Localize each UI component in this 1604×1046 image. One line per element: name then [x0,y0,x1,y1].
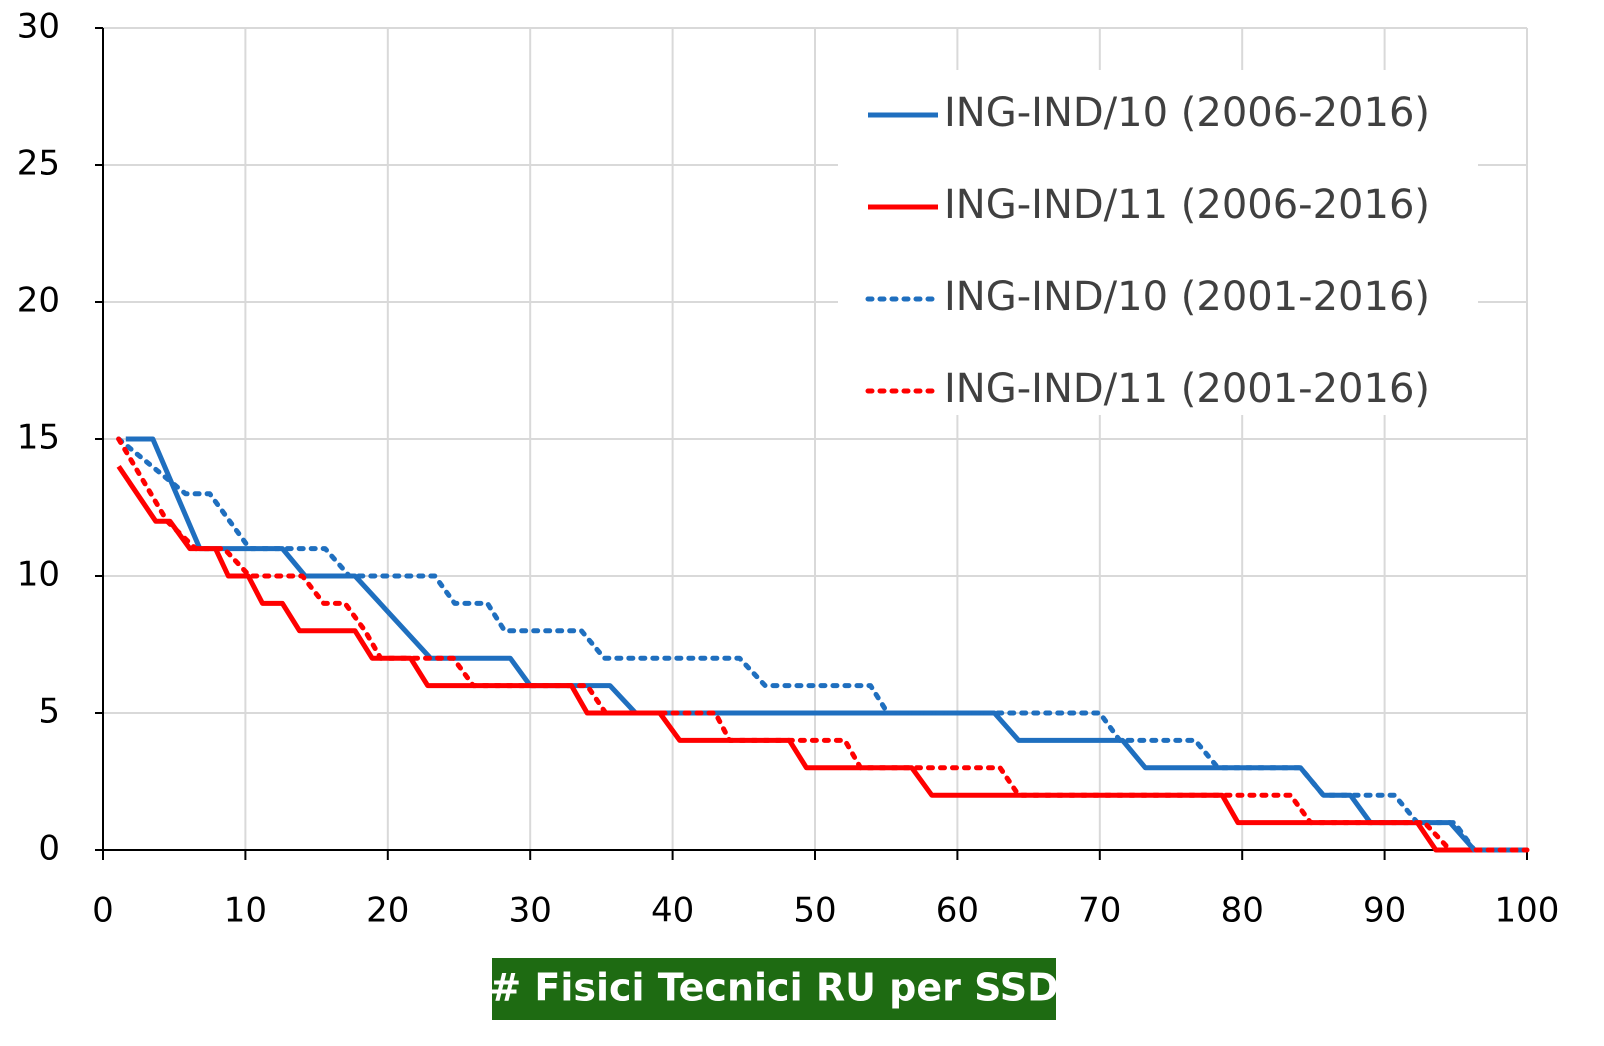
y-tick-label: 25 [17,144,60,184]
x-tick-label: 60 [936,891,979,931]
series-line [125,436,1527,853]
x-tick-label: 90 [1363,891,1406,931]
x-tick-label: 10 [224,891,267,931]
y-tick-label: 0 [38,829,60,869]
x-tick-label: 20 [366,891,409,931]
legend-box [838,70,1478,415]
y-tick-label: 15 [17,418,60,458]
y-tick-label: 10 [17,555,60,595]
y-tick-label: 30 [17,7,60,47]
series-line [116,436,1530,853]
x-tick-label: 40 [651,891,694,931]
series-line [116,465,1527,853]
y-tick-label: 5 [38,692,60,732]
legend-label: ING-IND/10 (2001-2016) [944,274,1430,320]
legend-label: ING-IND/11 (2001-2016) [944,366,1430,412]
x-tick-label: 30 [509,891,552,931]
x-tick-label: 80 [1221,891,1264,931]
x-tick-label: 50 [793,891,836,931]
legend-label: ING-IND/11 (2006-2016) [944,182,1430,228]
y-tick-label: 20 [17,281,60,321]
x-axis-label: # Fisici Tecnici RU per SSD [489,966,1058,1010]
x-tick-label: 0 [92,891,114,931]
legend-label: ING-IND/10 (2006-2016) [944,90,1430,136]
x-tick-label: 70 [1078,891,1121,931]
series-line [116,436,1530,853]
x-label-box [492,958,1056,1020]
x-tick-label: 100 [1495,891,1560,931]
